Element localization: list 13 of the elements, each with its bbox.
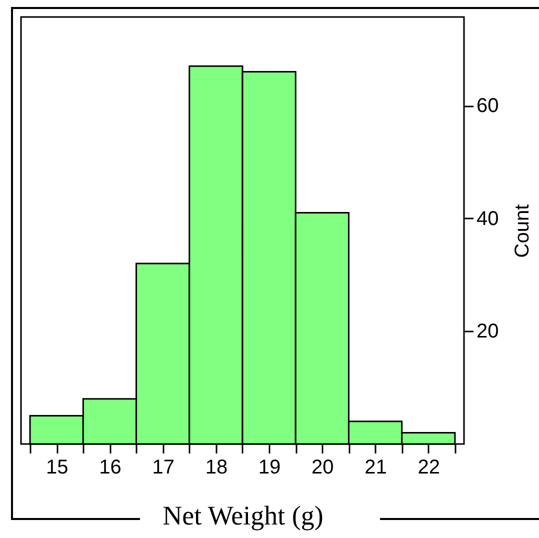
y-tick-label: 20 [476,320,499,343]
x-tick-label: 18 [205,456,228,478]
y-axis-title: Count [512,204,534,258]
x-tick-label: 17 [152,456,174,478]
y-tick-label: 60 [476,95,499,118]
x-axis-title: Net Weight (g) [162,500,324,530]
x-tick-label: 21 [364,456,387,478]
x-tick-label: 15 [46,456,68,478]
x-tick-label: 22 [418,456,440,478]
x-tick-label: 16 [99,456,122,478]
y-tick-label: 40 [476,208,499,230]
x-tick-label: 19 [258,456,281,478]
x-tick-label: 20 [312,456,334,478]
